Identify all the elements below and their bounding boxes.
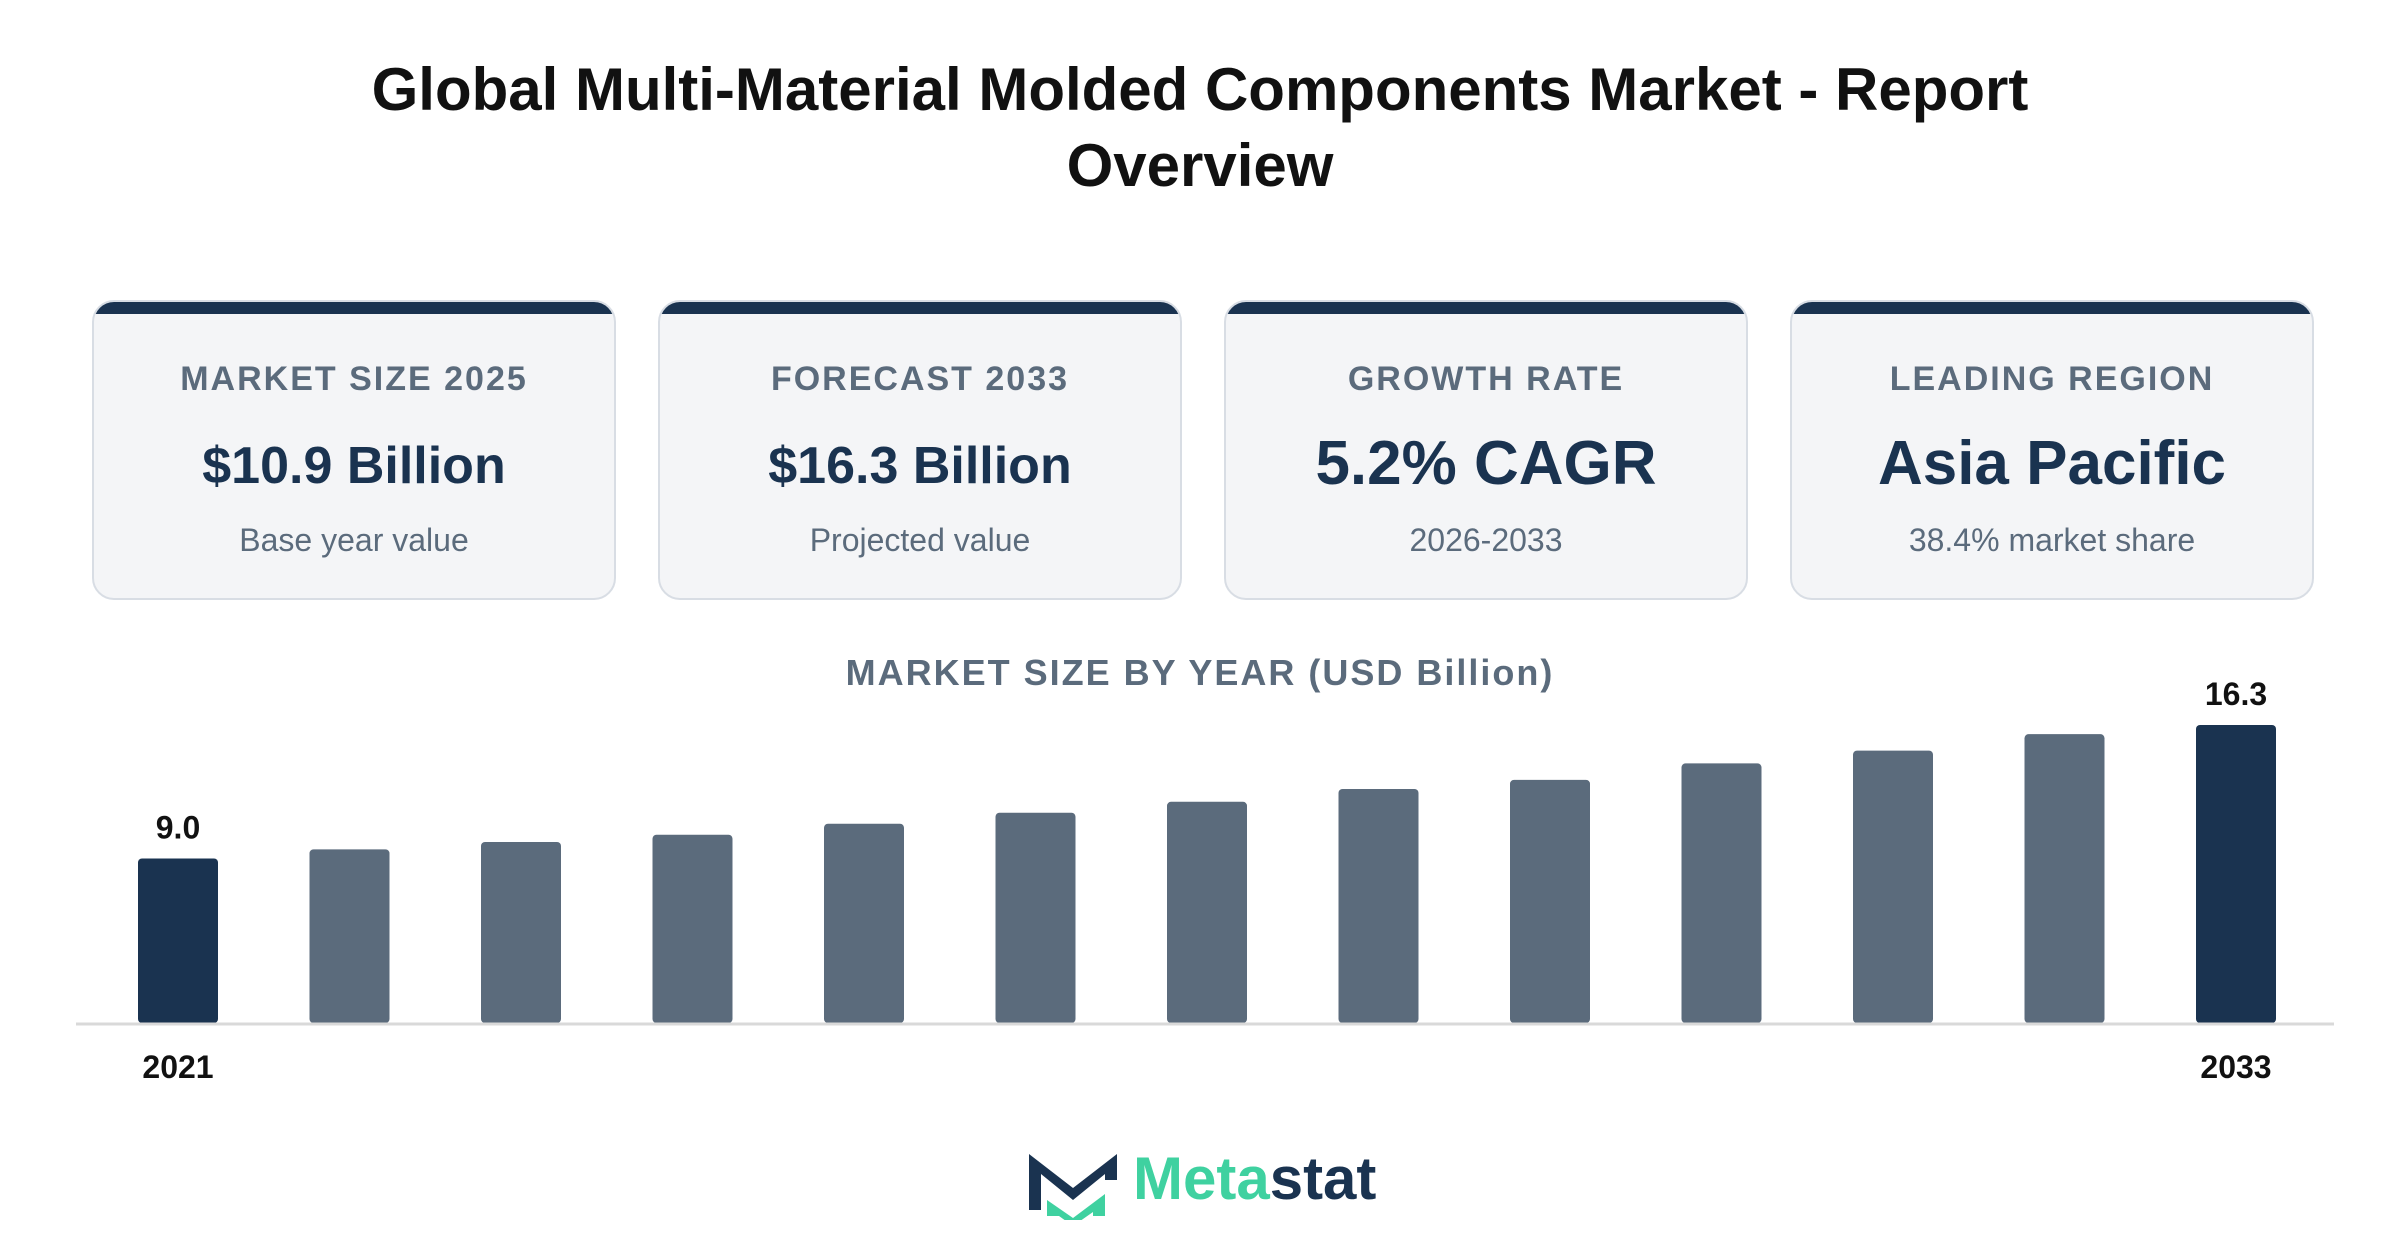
value-label-2021: 9.0 [156,809,200,845]
kpi-value: 5.2% CAGR [1315,429,1657,498]
bar-2021 [138,858,218,1023]
bar-2026 [995,812,1076,1023]
brand-logo: Metastat [1025,1140,1385,1220]
market-size-bar-chart: 2021 9.0 2033 16.3 [76,676,2334,1085]
kpi-subtext: 38.4% market share [1908,522,2196,558]
kpi-value: $10.9 Billion [202,437,506,495]
x-tick-label-2021: 2021 [142,1049,213,1085]
kpi-card-growth-rate: GROWTH RATE 5.2% CAGR 2026-2033 [1224,300,1748,600]
card-accent-bar [660,302,1180,314]
kpi-value: Asia Pacific [1877,429,2227,498]
kpi-label: LEADING REGION [1889,360,2215,398]
card-accent-bar [1792,302,2312,314]
kpi-subtext: Base year value [239,522,469,558]
kpi-value: $16.3 Billion [768,437,1072,495]
bar-2025 [824,823,904,1023]
kpi-card-leading-region: LEADING REGION Asia Pacific 38.4% market… [1790,300,2314,600]
chart-title: MARKET SIZE BY YEAR (USD Billion) [845,652,1555,693]
kpi-subtext: Projected value [809,522,1031,558]
metastat-m-logo-icon [1029,1154,1117,1220]
brand-name: Metastat [1133,1144,1376,1214]
x-tick-label-2033: 2033 [2200,1049,2271,1085]
value-label-2033: 16.3 [2205,676,2267,712]
bar-2032 [2024,734,2105,1023]
kpi-label: GROWTH RATE [1347,360,1625,398]
page-title: Global Multi-Material Molded Components … [371,56,2029,199]
brand-name-part2: stat [1269,1145,1377,1212]
bar-2029 [1510,779,1590,1023]
bar-2022 [309,849,390,1023]
kpi-card-forecast: FORECAST 2033 $16.3 Billion Projected va… [658,300,1182,600]
kpi-subtext: 2026-2033 [1409,522,1563,558]
kpi-label: MARKET SIZE 2025 [180,360,528,398]
kpi-cards: MARKET SIZE 2025 $10.9 Billion Base year… [92,300,2314,602]
bar-2033 [2196,725,2276,1023]
bar-2028 [1338,788,1419,1023]
bar-2030 [1681,763,1762,1023]
bar-2027 [1167,801,1247,1023]
kpi-card-market-size: MARKET SIZE 2025 $10.9 Billion Base year… [92,300,616,600]
bar-2024 [652,834,733,1023]
bar-2023 [481,842,561,1023]
card-accent-bar [1226,302,1746,314]
brand-name-part1: Meta [1133,1145,1270,1212]
kpi-label: FORECAST 2033 [770,360,1070,398]
card-accent-bar [94,302,614,314]
bar-2031 [1853,750,1933,1023]
